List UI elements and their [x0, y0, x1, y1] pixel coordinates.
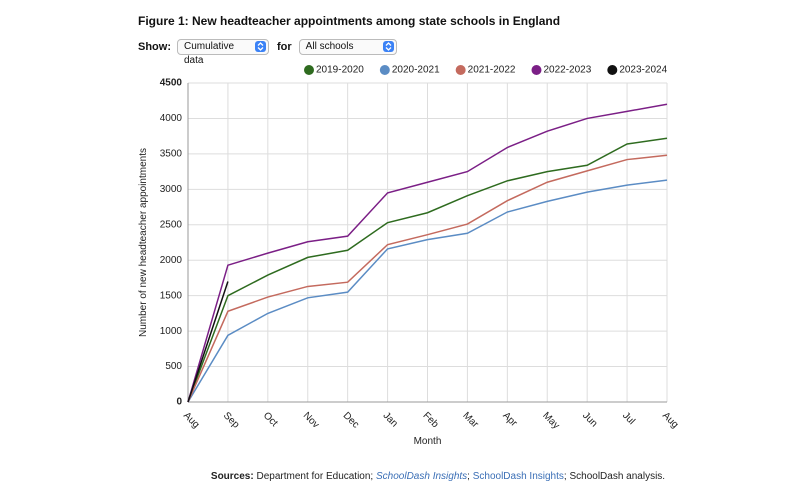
- x-tick-label: Jun: [580, 410, 599, 429]
- y-tick-label: 4500: [160, 78, 183, 89]
- x-tick-label: Sep: [221, 410, 242, 431]
- x-tick-label: Nov: [301, 410, 321, 430]
- legend-swatch: [455, 65, 466, 75]
- select-arrow: [255, 41, 266, 52]
- series-line: [187, 137, 668, 403]
- sources-text: ; SchoolDash analysis.: [563, 471, 666, 482]
- legend-label: 2019-2020: [316, 65, 364, 76]
- legend-swatch: [379, 65, 390, 75]
- x-tick-label: Oct: [261, 410, 280, 429]
- y-tick-label: 2000: [160, 255, 183, 266]
- sources-label: Sources:: [210, 471, 254, 482]
- for-label: for: [277, 41, 292, 53]
- x-tick-label: Dec: [341, 410, 361, 430]
- x-tick-label: Apr: [500, 410, 519, 429]
- sources: Sources: Department for Education; Schoo…: [0, 471, 800, 482]
- y-tick-label: 1500: [160, 290, 183, 301]
- y-tick-label: 1000: [160, 326, 183, 337]
- x-tick-label: Jul: [620, 410, 637, 427]
- x-tick-label: Jan: [381, 410, 400, 429]
- series-line: [187, 154, 668, 403]
- legend-label: 2023-2024: [619, 65, 667, 76]
- series-line: [187, 179, 668, 403]
- sources-text: Department for Education;: [256, 471, 374, 482]
- source-link[interactable]: SchoolDash Insights: [472, 471, 564, 482]
- y-tick-label: 3000: [160, 184, 183, 195]
- legend-label: 2020-2021: [392, 65, 440, 76]
- x-axis-label: Month: [414, 436, 442, 447]
- legend-swatch: [607, 65, 618, 75]
- y-tick-label: 0: [176, 397, 182, 408]
- x-tick-label: Aug: [181, 410, 201, 430]
- series-line: [187, 281, 229, 403]
- legend-swatch: [304, 65, 314, 75]
- y-tick-label: 2500: [160, 219, 183, 230]
- series-line: [187, 103, 668, 403]
- legend-swatch: [531, 65, 542, 75]
- show-label: Show:: [138, 41, 171, 53]
- x-tick-label: May: [540, 410, 561, 431]
- school-select[interactable]: All schools: [298, 39, 397, 55]
- chart-title: Figure 1: New headteacher appointments a…: [138, 14, 561, 28]
- data-select[interactable]: Cumulative data: [177, 39, 269, 66]
- legend-label: 2022-2023: [543, 65, 591, 76]
- controls: Show: Cumulative data for All schools: [138, 39, 397, 66]
- y-tick-label: 4000: [160, 113, 183, 124]
- source-link[interactable]: SchoolDash Insights: [376, 471, 468, 482]
- x-tick-label: Mar: [460, 410, 480, 430]
- y-tick-label: 3500: [160, 149, 183, 160]
- x-tick-label: Aug: [660, 410, 680, 430]
- y-tick-label: 500: [165, 361, 182, 372]
- sources-text: ;: [467, 471, 470, 482]
- data-select-value: Cumulative data: [184, 41, 235, 66]
- school-select-value: All schools: [305, 41, 354, 52]
- x-tick-label: Feb: [421, 410, 441, 430]
- select-arrow: [382, 41, 394, 52]
- legend-label: 2021-2022: [468, 65, 516, 76]
- y-axis-label: Number of new headteacher appointments: [138, 148, 149, 337]
